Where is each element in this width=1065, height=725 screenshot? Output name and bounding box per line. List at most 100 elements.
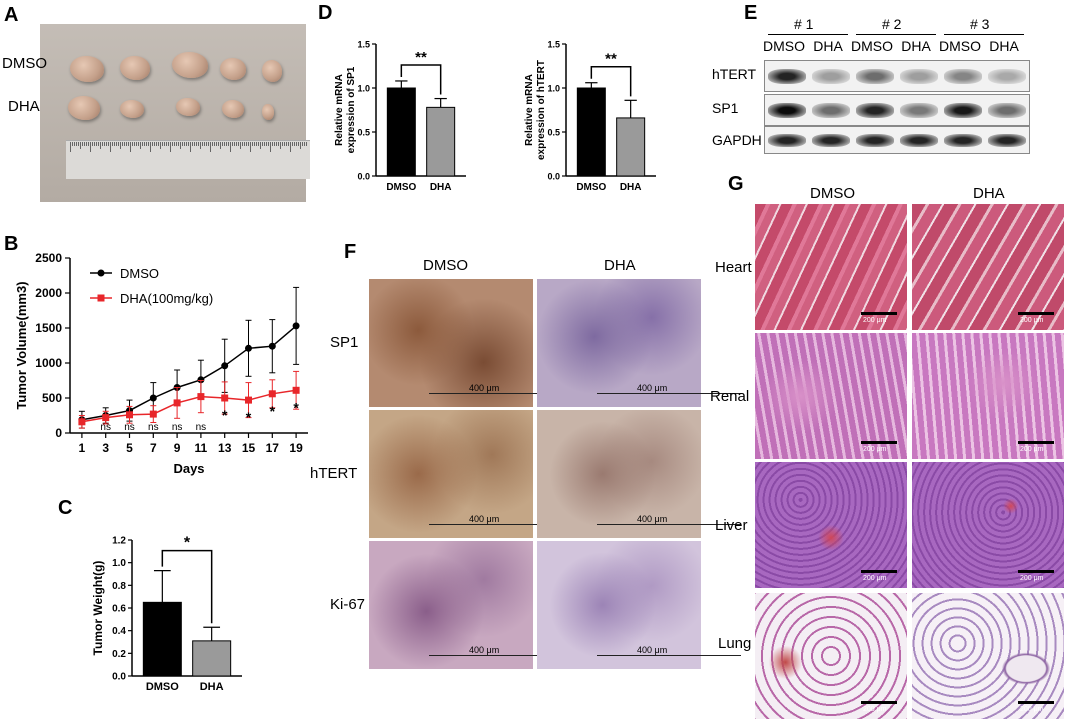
blot-band	[768, 133, 806, 147]
data-point	[126, 411, 133, 419]
tumor-sample	[222, 100, 244, 118]
data-point	[221, 362, 229, 370]
ruler-tick	[198, 142, 199, 146]
ruler-tick	[164, 142, 165, 146]
ruler-tick	[106, 142, 107, 146]
data-point	[173, 399, 181, 407]
y-tick-label: 0.6	[112, 604, 126, 615]
ruler-tick	[180, 142, 181, 149]
blot-band	[768, 102, 806, 118]
ruler-tick	[230, 142, 231, 152]
scale-bar-label: 200 μm	[863, 575, 887, 582]
he-row-label: Heart	[715, 259, 752, 276]
scale-bar-label: 200 μm	[1020, 706, 1044, 713]
ihc-image: 400 μm	[537, 279, 741, 407]
y-tick-label: 1.0	[547, 84, 560, 94]
lane-label: DMSO	[939, 38, 981, 54]
significance-bracket	[590, 65, 632, 97]
ruler-tick	[290, 142, 291, 152]
he-image: 200 μm	[755, 462, 907, 588]
y-tick-label: 0.5	[547, 128, 560, 138]
ruler-tick	[206, 142, 207, 146]
he-row-label: Liver	[715, 517, 748, 534]
ruler-tick	[70, 142, 71, 152]
ruler-tick	[260, 142, 261, 149]
data-point	[245, 396, 252, 404]
ihc-image: 400 μm	[537, 541, 741, 669]
col-label-g-dmso: DMSO	[810, 185, 855, 202]
bar	[576, 87, 606, 177]
ruler-tick	[282, 142, 283, 146]
ruler-tick	[152, 142, 153, 146]
scale-bar	[1018, 570, 1054, 573]
ruler-tick	[82, 142, 83, 146]
ruler-tick	[144, 142, 145, 146]
ruler-tick	[210, 142, 211, 152]
blot-strip	[764, 126, 1030, 154]
ruler-tick	[168, 142, 169, 146]
y-tick-label: 1.0	[357, 84, 370, 94]
he-row-label: Renal	[710, 388, 750, 405]
blot-band	[988, 102, 1026, 118]
ruler-tick	[244, 142, 245, 146]
ruler-tick	[150, 142, 151, 152]
x-tick-label: 7	[150, 441, 157, 455]
blot-row-label: GAPDH	[712, 132, 762, 148]
group-line	[944, 34, 1024, 35]
tumor-sample	[172, 52, 208, 78]
y-axis-title: Tumor Volume(mm3)	[14, 281, 29, 409]
ruler-tick	[80, 142, 81, 149]
ruler-tick	[220, 142, 221, 149]
data-point	[268, 390, 276, 398]
blot-band	[856, 133, 894, 147]
y-tick-label: 0.0	[547, 172, 560, 182]
data-point	[78, 418, 86, 426]
he-image: 200 μm	[912, 593, 1064, 719]
significance-label: ns	[100, 422, 111, 433]
y-axis-title: expression of SP1	[346, 66, 357, 153]
ruler-tick	[242, 142, 243, 146]
ruler-tick	[288, 142, 289, 146]
scale-bar-label: 400 μm	[469, 645, 500, 655]
significance-label: *	[184, 535, 191, 552]
panel-label-f: F	[344, 241, 357, 263]
blot-band	[768, 68, 806, 84]
ruler-tick	[184, 142, 185, 146]
significance-label: **	[605, 51, 617, 68]
x-tick-label: 17	[266, 441, 280, 455]
significance-label: *	[293, 399, 299, 415]
he-image: 200 μm	[912, 204, 1064, 330]
blot-band	[988, 133, 1026, 147]
scale-bar	[429, 655, 573, 656]
ruler-tick	[158, 142, 159, 146]
blot-band	[944, 102, 982, 118]
data-point	[245, 344, 252, 352]
sp1-mrna-chart: 0.0 0.5 1.0 1.5 DMSO DHA ** Relative mRNA expres…	[334, 40, 466, 193]
group-label: # 2	[882, 16, 902, 32]
tumor-sample	[220, 58, 246, 80]
data-point	[292, 386, 300, 394]
y-tick-label: 1500	[35, 321, 62, 335]
y-tick-label: 0.8	[112, 581, 126, 592]
ruler-tick	[86, 142, 87, 146]
x-tick-label: 15	[242, 441, 256, 455]
ruler-tick	[272, 142, 273, 146]
ruler-tick	[218, 142, 219, 146]
ruler-tick	[138, 142, 139, 146]
tumor-photo	[40, 24, 310, 202]
ruler-tick	[166, 142, 167, 146]
ruler-tick	[140, 142, 141, 149]
ihc-image: 400 μm	[369, 279, 573, 407]
ruler-tick	[118, 142, 119, 146]
bar	[386, 87, 416, 177]
x-tick-label: 19	[289, 441, 303, 455]
he-row-label: Lung	[718, 635, 752, 652]
scale-bar	[861, 701, 897, 704]
bar	[426, 106, 456, 177]
blot-band	[900, 102, 938, 118]
ruler-tick	[270, 142, 271, 152]
ruler-tick	[136, 142, 137, 146]
ruler-tick	[176, 142, 177, 146]
scale-bar-label: 200 μm	[1020, 575, 1044, 582]
